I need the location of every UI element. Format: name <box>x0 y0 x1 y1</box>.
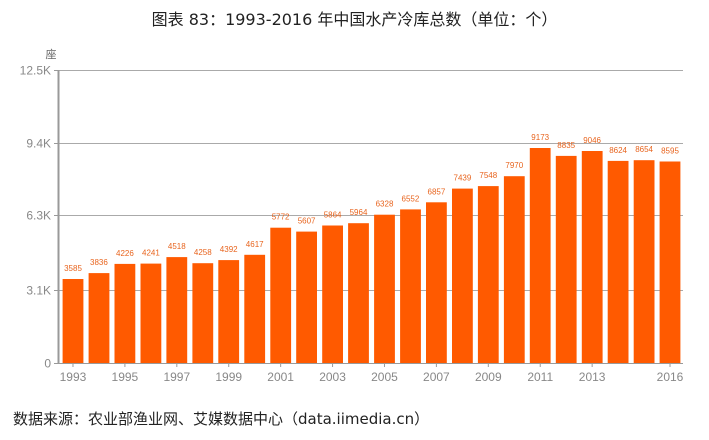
source-note: 数据来源：农业部渔业网、艾媒数据中心（data.iimedia.cn） <box>13 410 430 428</box>
bar-2002[interactable] <box>296 231 317 363</box>
y-tick-label: 12.5K <box>20 64 51 78</box>
data-label: 4518 <box>168 242 186 251</box>
data-label: 8835 <box>557 141 575 150</box>
x-tick-label: 2001 <box>267 370 294 384</box>
x-tick-label: 2013 <box>579 370 606 384</box>
data-label: 9046 <box>583 136 601 145</box>
data-label: 7548 <box>479 171 497 180</box>
x-tick-label: 2007 <box>423 370 450 384</box>
x-tick-label: 1999 <box>215 370 242 384</box>
chart-title: 图表 83：1993-2016 年中国水产冷库总数（单位：个） <box>151 10 558 29</box>
bar-1994[interactable] <box>88 273 110 363</box>
bar-1995[interactable] <box>114 263 136 363</box>
bar-1993[interactable] <box>62 279 84 363</box>
data-label: 4226 <box>116 249 134 258</box>
data-label: 7970 <box>505 161 523 170</box>
gridlines <box>58 70 683 291</box>
bar-chart: 3585 3836 4226 4241 4518 4258 4392 4617 5772 5607… <box>20 47 684 384</box>
data-label: 5607 <box>298 217 316 226</box>
data-label: 6328 <box>376 200 394 209</box>
bar-2010[interactable] <box>503 176 525 363</box>
bar-2009[interactable] <box>477 186 499 363</box>
data-label: 4258 <box>194 248 212 257</box>
bar-2001[interactable] <box>270 227 292 363</box>
x-tick-label: 1995 <box>112 370 139 384</box>
bar-2007[interactable] <box>426 202 447 363</box>
x-tick-label: 2009 <box>475 370 502 384</box>
bar-1996[interactable] <box>140 263 162 363</box>
bar-2015[interactable] <box>633 160 655 363</box>
data-label: 6552 <box>402 194 420 203</box>
bar-2014[interactable] <box>607 160 629 363</box>
x-tick-label: 2003 <box>319 370 346 384</box>
x-tick-label: 1993 <box>60 370 87 384</box>
bar-2000[interactable] <box>244 254 266 363</box>
bar-2005[interactable] <box>374 214 395 363</box>
bars <box>62 148 681 364</box>
data-label: 5964 <box>350 208 368 217</box>
bar-2003[interactable] <box>322 225 343 364</box>
data-label: 3836 <box>90 258 108 267</box>
bar-1997[interactable] <box>166 257 188 363</box>
data-label: 6857 <box>428 187 446 196</box>
data-label: 8595 <box>661 147 679 156</box>
bar-2012[interactable] <box>555 155 577 363</box>
data-label: 9173 <box>531 133 549 142</box>
x-tick-label: 1997 <box>163 370 190 384</box>
bar-2004[interactable] <box>348 223 369 363</box>
data-label: 4392 <box>220 245 238 254</box>
data-labels: 3585 3836 4226 4241 4518 4258 4392 4617 5772 5607… <box>64 133 679 273</box>
data-label: 5864 <box>324 211 342 220</box>
data-label: 3585 <box>64 264 82 273</box>
data-label: 5772 <box>272 213 290 222</box>
bar-2011[interactable] <box>529 148 551 363</box>
bar-2013[interactable] <box>581 151 603 363</box>
bar-1999[interactable] <box>218 260 240 363</box>
data-label: 8654 <box>635 145 653 154</box>
x-tick-label: 2016 <box>657 370 684 384</box>
data-label: 7439 <box>454 174 472 183</box>
x-tick-label: 2005 <box>371 370 398 384</box>
data-label: 4241 <box>142 249 160 258</box>
axes: 0 3.1K 6.3K 9.4K 12.5K 座 1993 1995 1997 1999 2001 2… <box>20 47 684 384</box>
y-axis-unit: 座 <box>46 47 57 61</box>
bar-2008[interactable] <box>452 188 473 363</box>
y-tick-label: 9.4K <box>26 137 51 151</box>
data-label: 4617 <box>246 240 264 249</box>
x-tick-label: 2011 <box>527 370 553 384</box>
data-label: 8624 <box>609 146 627 155</box>
y-tick-label: 3.1K <box>26 284 51 298</box>
bar-1998[interactable] <box>192 263 214 363</box>
y-tick-label: 0 <box>44 357 51 371</box>
y-tick-label: 6.3K <box>26 209 51 223</box>
bar-2016[interactable] <box>659 161 681 364</box>
bar-2006[interactable] <box>400 209 421 363</box>
